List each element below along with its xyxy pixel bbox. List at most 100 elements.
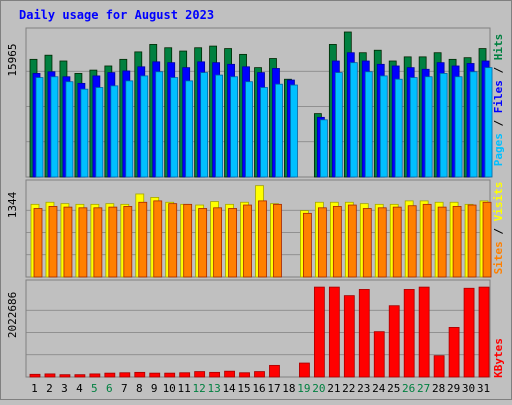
bar-pages-day-16 (260, 87, 268, 178)
bar-kbytes-day-23 (358, 289, 370, 378)
bar-sites-day-11 (183, 203, 193, 278)
bar-kbytes-day-28 (433, 355, 445, 378)
bar-pages-day-21 (334, 72, 343, 178)
bar-pages-day-26 (409, 77, 418, 178)
x-tick-day-11: 11 (178, 382, 191, 395)
bar-sites-day-28 (437, 206, 447, 278)
x-tick-day-1: 1 (31, 382, 38, 395)
bar-pages-day-1 (35, 77, 44, 178)
bar-kbytes-day-30 (463, 287, 475, 378)
bar-pages-day-24 (379, 75, 388, 178)
series-label-part: Sites (492, 241, 505, 274)
bar-kbytes-day-4 (74, 374, 86, 378)
bar-pages-day-22 (349, 62, 358, 178)
bar-sites-day-26 (407, 205, 417, 278)
x-tick-day-7: 7 (121, 382, 128, 395)
bar-sites-day-23 (362, 208, 372, 278)
y-max-label-1: 15965 (6, 43, 19, 76)
bar-kbytes-day-20 (313, 286, 325, 378)
bar-pages-day-3 (65, 81, 74, 178)
bar-sites-day-21 (332, 206, 342, 278)
x-tick-day-14: 14 (222, 382, 236, 395)
x-tick-day-4: 4 (76, 382, 83, 395)
bar-sites-day-16 (258, 200, 267, 278)
bar-kbytes-day-27 (418, 286, 430, 378)
bar-kbytes-day-13 (209, 371, 221, 378)
series-label-part: / (492, 60, 505, 80)
bar-kbytes-day-21 (328, 286, 340, 378)
bar-pages-day-29 (454, 76, 463, 178)
series-label-part: Files (492, 80, 505, 113)
y-max-label-3: 2022686 (6, 292, 19, 338)
bar-pages-day-18 (290, 84, 298, 178)
series-axis-label-1: Pages / Files / Hits (492, 34, 505, 167)
bar-sites-day-22 (347, 204, 357, 278)
x-tick-day-9: 9 (151, 382, 158, 395)
bar-pages-day-23 (364, 71, 373, 178)
bar-kbytes-day-15 (239, 372, 250, 378)
bar-sites-day-17 (273, 203, 282, 278)
bar-pages-day-30 (469, 71, 478, 178)
x-tick-day-13: 13 (207, 382, 220, 395)
x-tick-day-6: 6 (106, 382, 113, 395)
bar-sites-day-2 (48, 206, 58, 278)
bar-sites-day-6 (108, 206, 118, 278)
bar-pages-day-11 (185, 80, 194, 178)
series-label-part: / (492, 221, 505, 241)
bar-kbytes-day-26 (403, 289, 415, 378)
x-tick-day-18: 18 (282, 382, 295, 395)
bar-kbytes-day-19 (299, 362, 310, 378)
x-tick-day-3: 3 (61, 382, 68, 395)
x-tick-day-19: 19 (297, 382, 310, 395)
bar-sites-day-31 (482, 201, 492, 278)
bar-sites-day-9 (153, 200, 163, 278)
bar-kbytes-day-16 (254, 371, 265, 378)
bar-sites-day-10 (168, 203, 178, 278)
series-axis-label-3: KBytes (492, 338, 505, 378)
series-axis-label-2: Sites / Visits (492, 182, 505, 275)
bar-pages-day-8 (140, 75, 149, 178)
bar-pages-day-13 (215, 74, 224, 178)
x-tick-day-28: 28 (432, 382, 445, 395)
bar-pages-day-6 (110, 85, 119, 178)
bar-sites-day-25 (392, 206, 402, 278)
bar-kbytes-day-7 (119, 372, 131, 378)
chart-title: Daily usage for August 2023 (19, 8, 214, 22)
x-tick-day-31: 31 (477, 382, 490, 395)
bar-kbytes-day-1 (29, 373, 41, 378)
x-tick-day-15: 15 (237, 382, 250, 395)
bar-kbytes-day-31 (478, 286, 490, 378)
x-tick-day-16: 16 (252, 382, 265, 395)
bar-kbytes-day-12 (194, 371, 206, 378)
bar-pages-day-4 (80, 88, 89, 178)
x-tick-day-10: 10 (163, 382, 176, 395)
bar-sites-day-29 (452, 206, 462, 278)
bar-kbytes-day-29 (448, 326, 460, 378)
bar-kbytes-day-25 (388, 305, 400, 378)
bar-sites-day-15 (243, 204, 252, 278)
bar-sites-day-5 (93, 207, 103, 278)
bar-sites-day-1 (33, 208, 43, 278)
bar-kbytes-day-24 (373, 331, 385, 378)
bar-pages-day-5 (95, 87, 104, 178)
bar-kbytes-day-10 (164, 372, 176, 378)
bar-pages-day-7 (125, 80, 134, 178)
bar-sites-day-13 (213, 207, 223, 278)
x-tick-day-21: 21 (327, 382, 340, 395)
bar-sites-day-3 (63, 206, 73, 278)
bar-pages-day-2 (50, 76, 59, 178)
bar-pages-day-10 (170, 77, 179, 178)
bar-sites-day-30 (467, 204, 477, 278)
bar-kbytes-day-5 (89, 373, 101, 378)
series-label-part: Hits (492, 34, 505, 61)
series-label-part: Visits (492, 182, 505, 222)
bar-sites-day-24 (377, 207, 387, 278)
x-tick-day-23: 23 (357, 382, 370, 395)
bar-kbytes-day-22 (343, 295, 355, 378)
bar-sites-day-14 (228, 208, 237, 278)
bar-kbytes-day-17 (269, 364, 280, 378)
series-label-part: KBytes (492, 338, 505, 378)
x-tick-day-2: 2 (46, 382, 53, 395)
